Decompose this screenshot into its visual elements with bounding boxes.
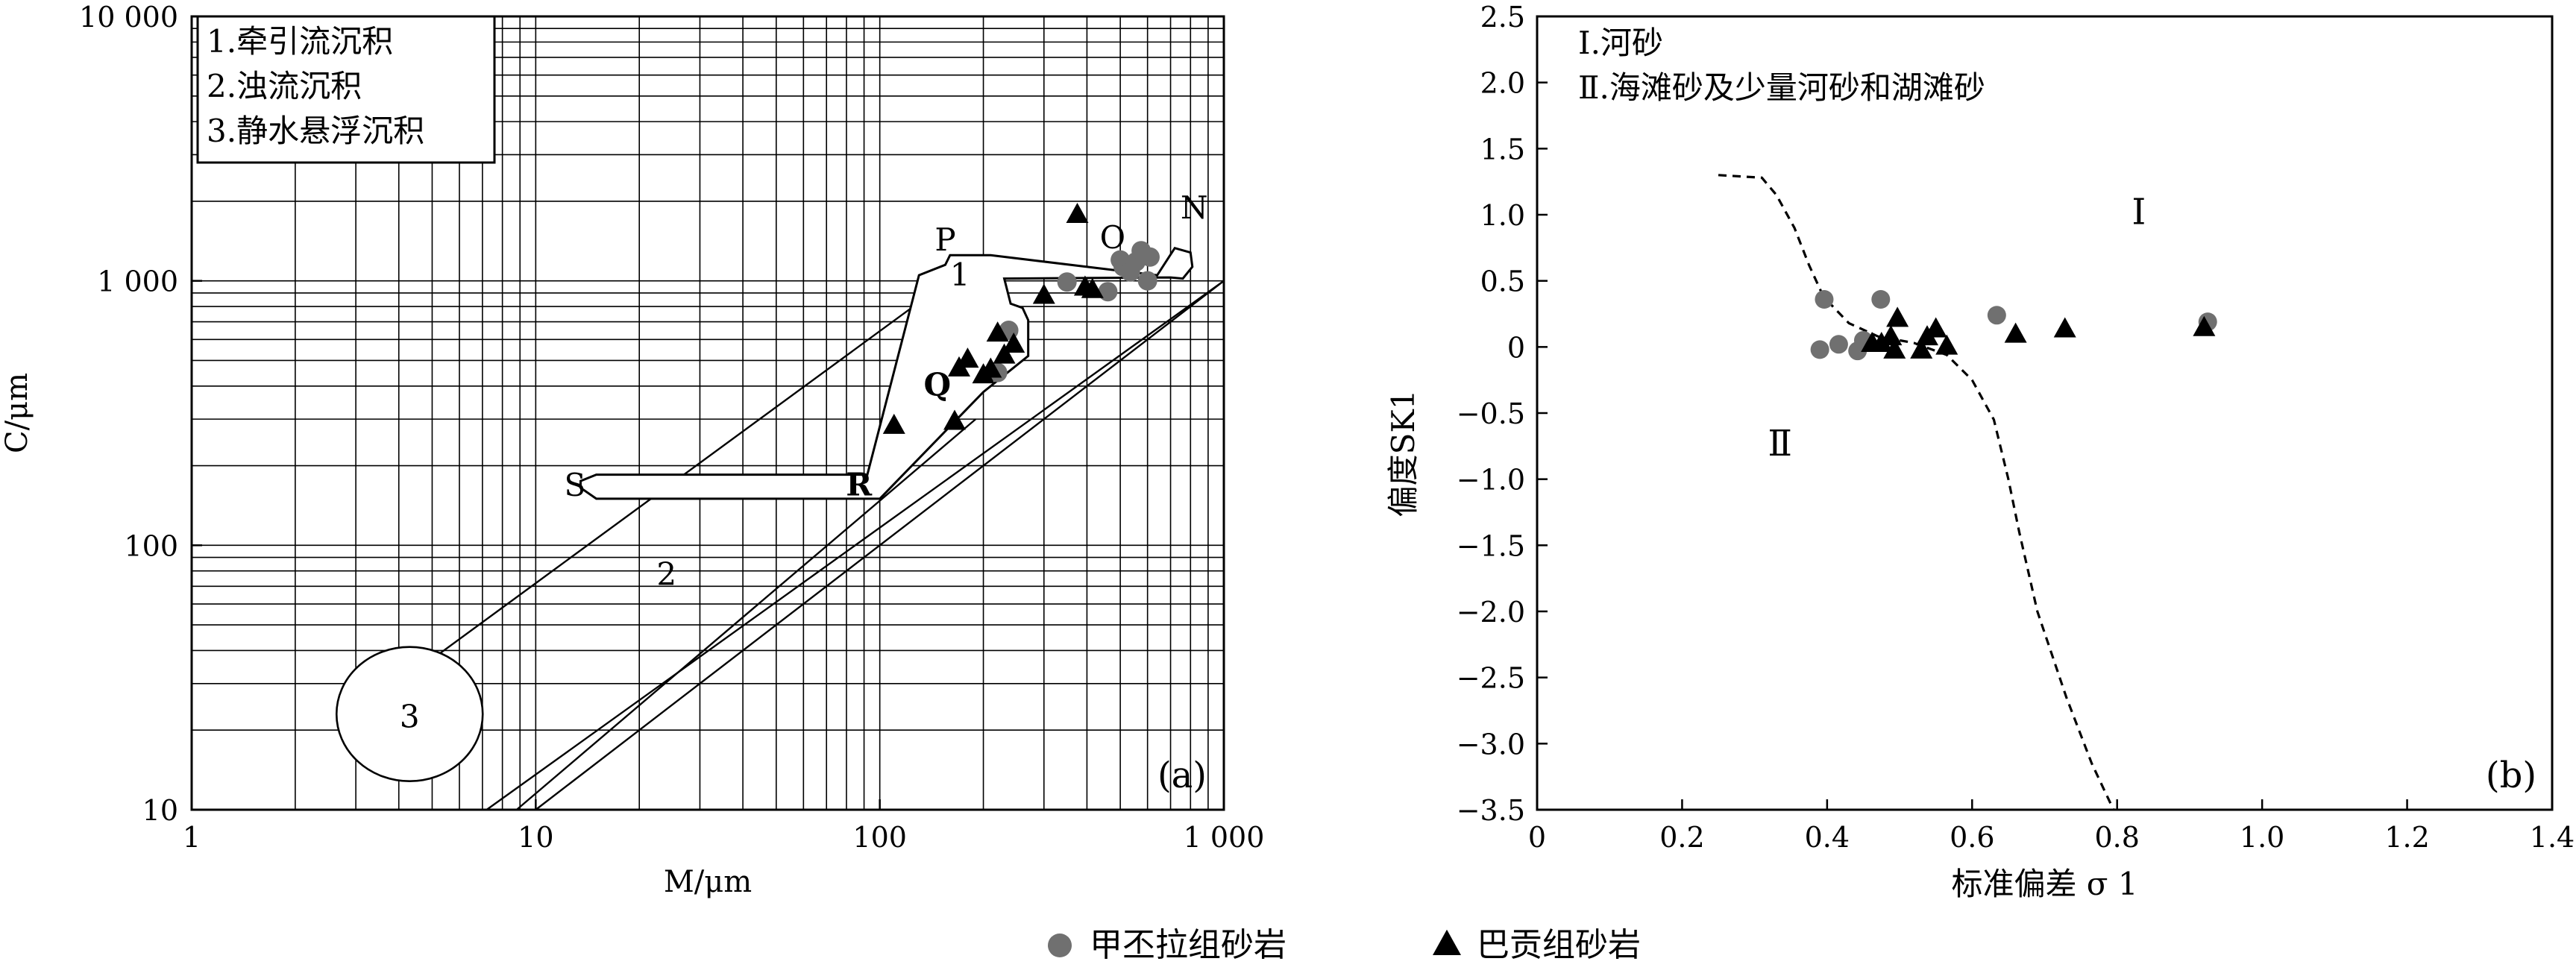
panel-b-x-tick-label: 0.4 bbox=[1805, 821, 1850, 854]
panel-b-y-tick-label: −3.5 bbox=[1457, 794, 1525, 827]
panel-a-point-bagong bbox=[979, 357, 1002, 378]
panel-b-point-bagong bbox=[2053, 317, 2076, 338]
panel-a-legend-entry: 2.浊流沉积 bbox=[207, 68, 362, 104]
panel-a-legend-entry: 1.牵引流沉积 bbox=[207, 23, 393, 60]
panel-b-y-axis-label: 偏度SK1 bbox=[1385, 390, 1421, 517]
panel-a-point-bagong bbox=[882, 413, 905, 434]
panel-b-x-tick-label: 0 bbox=[1528, 821, 1546, 854]
panel-b-x-tick-label: 1.2 bbox=[2384, 821, 2429, 854]
figure-legend: 甲丕拉组砂岩 巴贡组砂岩 bbox=[1048, 926, 1641, 964]
panel-a-point-bagong bbox=[986, 321, 1009, 342]
panel-b-point-bagong bbox=[1879, 325, 1903, 346]
panel-a-point-jiapila bbox=[1140, 247, 1160, 267]
panel-b-y-tick-label: −3.0 bbox=[1457, 728, 1525, 761]
panel-a-region-label: Q bbox=[924, 367, 952, 403]
panel-b-x-tick-label: 0.2 bbox=[1659, 821, 1704, 854]
panel-b-point-jiapila bbox=[1810, 340, 1829, 359]
panel-b-x-tick-label: 1.4 bbox=[2530, 821, 2575, 854]
panel-b-point-bagong bbox=[2004, 322, 2027, 343]
panel-a-grid bbox=[192, 16, 1224, 810]
panel-a-point-bagong bbox=[1066, 202, 1089, 223]
panel-b-skewness-plot: 0 0.2 0.4 0.6 0.8 1.0 1.2 1.4 2.5 2.0 1.5 1.0 0.5 0 −0… bbox=[1385, 1, 2575, 902]
panel-a-boundary-line bbox=[422, 254, 984, 667]
panel-a-x-axis-label: M/μm bbox=[664, 865, 752, 899]
panel-b-y-tick-label: −1.0 bbox=[1457, 464, 1525, 497]
legend-marker-circle bbox=[1048, 934, 1072, 957]
panel-a-point-bagong bbox=[956, 347, 979, 368]
panel-a-point-jiapila bbox=[1098, 282, 1118, 302]
panel-a-x-tick-label: 10 bbox=[518, 821, 553, 854]
panel-b-y-tick-label: 1.5 bbox=[1480, 133, 1525, 166]
panel-b-y-tick-label: 2.0 bbox=[1480, 67, 1525, 100]
panel-a-x-tick-label: 1 000 bbox=[1184, 821, 1265, 854]
panel-a-legend-box bbox=[196, 15, 496, 164]
panel-b-region-label: Ⅰ bbox=[2132, 192, 2146, 233]
panel-b-point-bagong bbox=[1910, 338, 1933, 359]
panel-a-region-label: 1 bbox=[950, 256, 970, 293]
panel-b-region-label: Ⅱ bbox=[1768, 423, 1792, 465]
panel-a-region-label: N bbox=[1181, 189, 1208, 226]
panel-a-region-label: P bbox=[934, 221, 955, 258]
panel-a-legend-entry: 3.静水悬浮沉积 bbox=[207, 113, 424, 149]
panel-a-x-tick-label: 100 bbox=[852, 821, 907, 854]
panel-b-point-jiapila bbox=[1815, 289, 1834, 309]
panel-b-x-tick-label: 0.6 bbox=[1950, 821, 1994, 854]
panel-a-boundary-line bbox=[535, 280, 1225, 810]
panel-b-legend-entry: Ⅰ.河砂 bbox=[1578, 25, 1663, 61]
panel-a-region-label: R bbox=[846, 466, 873, 503]
panel-a-label: (a) bbox=[1157, 755, 1207, 796]
panel-b-x-tick-label: 1.0 bbox=[2240, 821, 2284, 854]
panel-b-x-tick-label: 0.8 bbox=[2094, 821, 2139, 854]
panel-b-y-tick-label: 1.0 bbox=[1480, 199, 1525, 232]
panel-a-y-axis-label: C/μm bbox=[0, 373, 34, 453]
panel-a-region-label: 3 bbox=[400, 699, 420, 735]
panel-b-point-jiapila bbox=[1987, 306, 2006, 325]
legend-label: 甲丕拉组砂岩 bbox=[1090, 926, 1287, 964]
panel-a-boundary-line bbox=[486, 280, 1225, 810]
panel-b-y-tick-label: −2.5 bbox=[1457, 662, 1525, 695]
panel-a-x-tick-label: 1 bbox=[183, 821, 201, 854]
panel-b-label: (b) bbox=[2486, 755, 2536, 796]
panel-a-point-bagong bbox=[993, 343, 1016, 364]
panel-a-point-bagong bbox=[1002, 332, 1025, 353]
panel-b-point-bagong bbox=[1886, 306, 1909, 327]
panel-b-y-tick-label: 0 bbox=[1507, 331, 1525, 364]
panel-a-region-label: S bbox=[565, 467, 586, 503]
panel-b-point-bagong bbox=[1924, 317, 1947, 338]
panel-b-point-bagong bbox=[1935, 334, 1958, 355]
panel-b-y-tick-label: −0.5 bbox=[1457, 397, 1525, 430]
panel-a-point-bagong bbox=[1081, 277, 1104, 298]
panel-a-region-label: O bbox=[1100, 219, 1125, 256]
panel-b-boundary-curve bbox=[1718, 174, 2115, 810]
panel-a-y-tick-label: 10 000 bbox=[79, 1, 178, 34]
panel-b-legend-entry: Ⅱ.海滩砂及少量河砂和湖滩砂 bbox=[1578, 69, 1985, 106]
panel-b-point-jiapila bbox=[1871, 289, 1891, 309]
legend-marker-triangle bbox=[1433, 929, 1461, 955]
panel-a-point-jiapila bbox=[1137, 271, 1157, 291]
panel-a-frame bbox=[190, 15, 1225, 811]
panel-a-y-tick-label: 100 bbox=[124, 529, 178, 562]
panel-b-y-tick-label: −2.0 bbox=[1457, 596, 1525, 629]
panel-a-point-bagong bbox=[1032, 283, 1055, 304]
panel-b-frame bbox=[1536, 15, 2554, 811]
panel-b-x-axis-label: 标准偏差 σ 1 bbox=[1951, 866, 2137, 902]
panel-a-point-bagong bbox=[943, 409, 966, 430]
legend-label: 巴贡组砂岩 bbox=[1477, 926, 1641, 964]
panel-a-boundary-line bbox=[515, 418, 977, 810]
panel-b-point-bagong bbox=[1883, 338, 1906, 359]
panel-a-region-label: 2 bbox=[656, 556, 676, 593]
panel-b-point-jiapila bbox=[1829, 335, 1848, 354]
panel-b-y-tick-label: 2.5 bbox=[1480, 1, 1525, 34]
panel-b-y-tick-label: −1.5 bbox=[1457, 529, 1525, 562]
panel-b-point-bagong bbox=[2193, 315, 2216, 336]
panel-a-suspension-ellipse bbox=[335, 646, 484, 783]
panel-a-point-jiapila bbox=[1057, 272, 1077, 292]
panel-b-y-tick-label: 0.5 bbox=[1480, 265, 1525, 298]
panel-b-point-bagong bbox=[1870, 332, 1893, 353]
panel-a-y-tick-label: 10 bbox=[142, 794, 178, 827]
panel-a-y-tick-label: 1 000 bbox=[97, 265, 178, 298]
panel-a-diagonals bbox=[422, 254, 1225, 810]
